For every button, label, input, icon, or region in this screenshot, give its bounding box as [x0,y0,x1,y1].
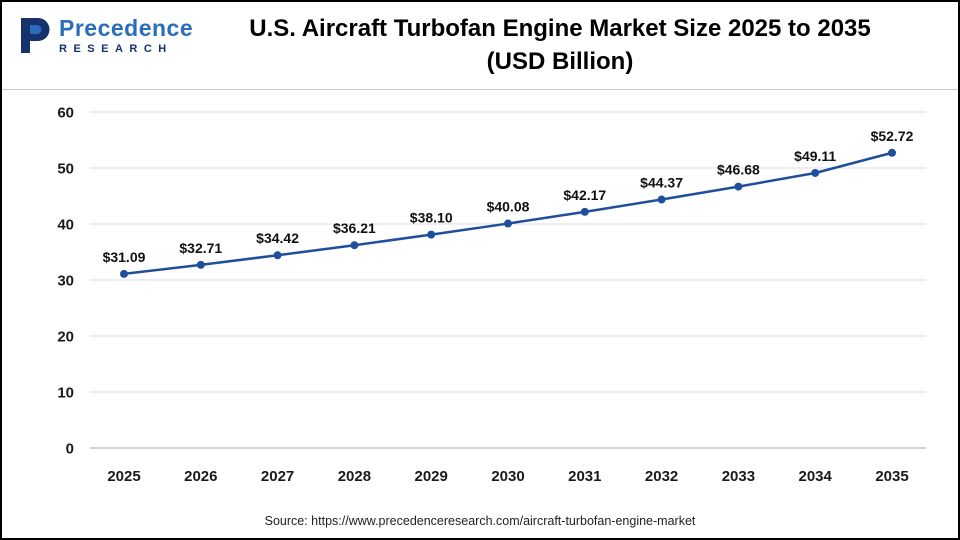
svg-text:$49.11: $49.11 [794,148,836,164]
chart-title-line2: (USD Billion) [486,48,634,75]
svg-text:2031: 2031 [568,468,601,485]
source-text: Source: https://www.precedenceresearch.c… [264,514,696,528]
svg-text:2032: 2032 [645,468,678,485]
svg-text:$38.10: $38.10 [410,210,453,226]
svg-text:2025: 2025 [107,468,140,485]
chart-title-line1: U.S. Aircraft Turbofan Engine Market Siz… [249,15,871,42]
svg-text:2035: 2035 [875,468,908,485]
chart-title: U.S. Aircraft Turbofan Engine Market Siz… [162,12,958,78]
svg-text:$32.71: $32.71 [179,240,222,256]
logo-sub-text: RESEARCH [59,43,173,55]
chart-area: 0 10 20 30 40 50 60 2025 2026 2027 2028 2029 2030 203… [2,90,958,492]
svg-text:$46.68: $46.68 [717,162,760,178]
svg-text:$44.37: $44.37 [640,175,683,191]
precedence-logo-icon [21,18,50,53]
svg-text:2033: 2033 [722,468,755,485]
svg-text:$52.72: $52.72 [871,128,914,144]
logo-text: Precedence RESEARCH [59,15,193,56]
svg-text:$31.09: $31.09 [103,249,146,265]
svg-text:2026: 2026 [184,468,217,485]
svg-text:2027: 2027 [261,468,294,485]
header: Precedence RESEARCH U.S. Aircraft Turbof… [2,2,958,90]
svg-text:20: 20 [57,329,74,346]
svg-text:30: 30 [57,273,74,290]
svg-text:$34.42: $34.42 [256,230,299,246]
svg-text:0: 0 [66,441,74,458]
precedence-logo: Precedence RESEARCH [16,15,193,56]
svg-text:$36.21: $36.21 [333,220,376,236]
svg-text:60: 60 [57,105,74,122]
svg-text:2030: 2030 [491,468,524,485]
svg-text:$42.17: $42.17 [563,187,606,203]
svg-text:2029: 2029 [415,468,448,485]
svg-text:50: 50 [57,161,74,178]
svg-text:40: 40 [57,217,74,234]
logo-brand-text: Precedence [59,15,194,41]
svg-text:10: 10 [57,385,74,402]
svg-text:$40.08: $40.08 [487,199,530,215]
svg-text:2028: 2028 [338,468,371,485]
svg-text:2034: 2034 [799,468,833,485]
